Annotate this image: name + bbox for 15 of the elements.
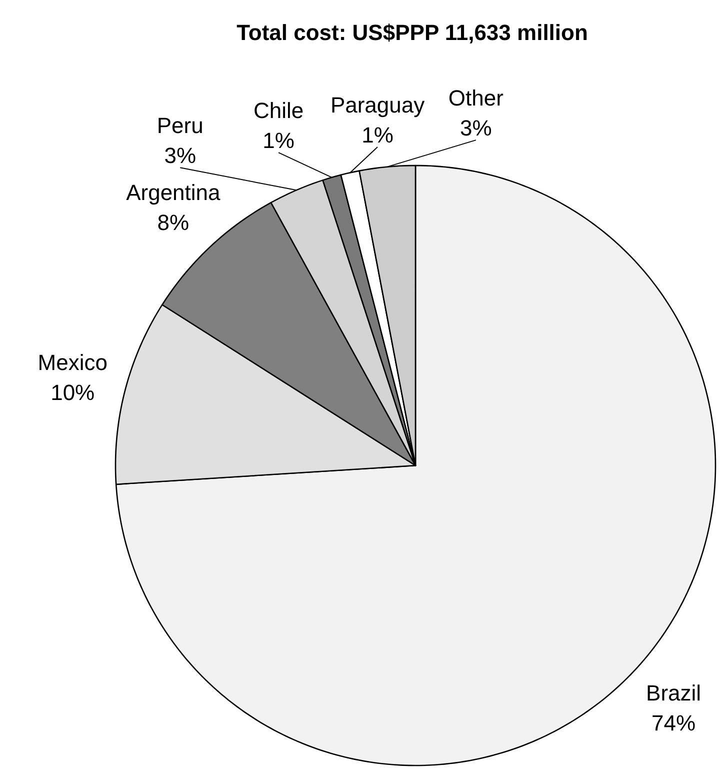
slice-label: Chile xyxy=(253,98,304,124)
slice-label: Mexico xyxy=(38,350,108,375)
data-label: 3% xyxy=(460,116,492,141)
data-label: 10% xyxy=(50,380,95,405)
slice-label: Paraguay xyxy=(330,92,425,118)
data-label: 8% xyxy=(157,210,190,235)
data-label: 1% xyxy=(362,122,394,148)
slice-label: Argentina xyxy=(126,180,222,205)
slice-label: Other xyxy=(448,86,504,111)
slice-label: Brazil xyxy=(646,680,702,706)
data-label: 3% xyxy=(164,143,196,168)
slice-label: Peru xyxy=(156,113,204,138)
chart-title: Total cost: US$PPP 11,633 million xyxy=(236,20,588,45)
data-label: 1% xyxy=(262,128,294,154)
data-label: 74% xyxy=(652,710,696,736)
